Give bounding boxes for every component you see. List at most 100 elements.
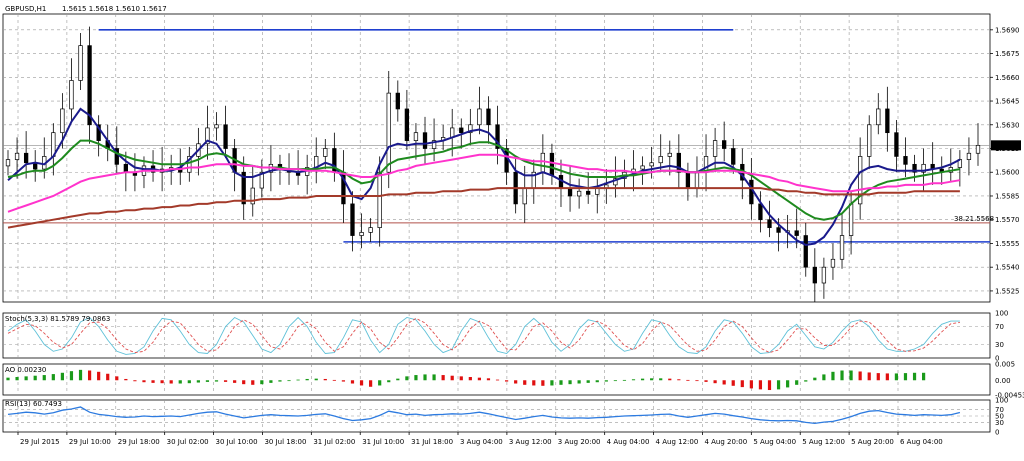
x-tick-label: 29 Jul 18:00 bbox=[118, 438, 160, 446]
ao-bar bbox=[677, 379, 681, 381]
candle-body bbox=[576, 190, 582, 197]
stoch-tick-label: 100 bbox=[995, 310, 1008, 318]
ao-bar bbox=[314, 378, 318, 381]
price-tick-label: 1.5570 bbox=[995, 216, 1020, 224]
candle-body bbox=[722, 140, 727, 149]
ao-bar bbox=[894, 373, 899, 381]
ao-bar bbox=[668, 378, 672, 381]
ao-bar bbox=[804, 380, 808, 382]
x-tick-label: 31 Jul 10:00 bbox=[362, 438, 404, 446]
candle-body bbox=[187, 156, 192, 173]
ao-bar bbox=[260, 380, 264, 385]
ao-bar bbox=[205, 380, 210, 382]
ao-bar bbox=[169, 380, 173, 384]
price-tick-label: 1.5525 bbox=[995, 287, 1020, 295]
ao-bar bbox=[595, 380, 599, 383]
ao-bar bbox=[640, 378, 645, 381]
ao-bar bbox=[15, 377, 19, 381]
price-tick-label: 1.5600 bbox=[995, 169, 1020, 177]
ao-bar bbox=[622, 379, 627, 381]
candle-body bbox=[214, 124, 219, 129]
candle-body bbox=[87, 45, 92, 126]
candle-body bbox=[522, 187, 527, 205]
candle-body bbox=[586, 190, 591, 195]
ao-bar bbox=[731, 380, 735, 386]
candle-body bbox=[776, 227, 781, 233]
candle-body bbox=[404, 108, 410, 141]
candle-body bbox=[903, 156, 908, 165]
ema-slow-line bbox=[7, 153, 961, 213]
ao-bar bbox=[296, 379, 300, 381]
ao-bar bbox=[486, 378, 491, 381]
x-tick-label: 30 Jul 18:00 bbox=[264, 438, 306, 446]
candle-body bbox=[5, 159, 11, 167]
x-tick-label: 6 Aug 04:00 bbox=[900, 438, 943, 446]
ao-bar bbox=[124, 378, 128, 381]
ao-bar bbox=[586, 380, 590, 383]
ao-bar bbox=[350, 380, 355, 384]
ao-bar bbox=[405, 376, 409, 381]
rsi-tick-label: 50 bbox=[995, 413, 1004, 421]
stoch-signal-line bbox=[7, 317, 960, 354]
ao-bar bbox=[396, 378, 400, 381]
candle-body bbox=[812, 266, 817, 284]
ao-bar bbox=[233, 380, 237, 383]
ao-bar bbox=[849, 370, 853, 381]
ao-panel bbox=[6, 369, 926, 391]
candle-body bbox=[885, 108, 890, 134]
ao-bar bbox=[33, 375, 37, 381]
ao-bar bbox=[795, 380, 799, 385]
ao-bar bbox=[858, 371, 862, 381]
candle-body bbox=[912, 163, 917, 173]
candle-body bbox=[549, 152, 555, 176]
ao-bar bbox=[378, 380, 382, 386]
ema-long-line bbox=[7, 187, 960, 229]
candle-body bbox=[114, 148, 119, 165]
x-tick-label: 3 Aug 12:00 bbox=[509, 438, 552, 446]
x-tick-label: 31 Jul 02:00 bbox=[313, 438, 355, 446]
ao-bar bbox=[51, 374, 55, 381]
ao-bar bbox=[269, 380, 273, 383]
ao-bar bbox=[631, 379, 636, 381]
candle-body bbox=[830, 258, 836, 268]
stoch-tick-label: 30 bbox=[995, 341, 1004, 349]
ao-bar bbox=[831, 371, 835, 381]
candle-body bbox=[767, 219, 772, 228]
ao-bar bbox=[223, 380, 228, 382]
price-tick-label: 1.5585 bbox=[995, 192, 1020, 200]
ao-bar bbox=[42, 375, 46, 381]
x-tick-label: 31 Jul 18:00 bbox=[411, 438, 453, 446]
ao-bar bbox=[142, 380, 146, 383]
candle-body bbox=[495, 124, 500, 149]
ao-bar bbox=[196, 380, 200, 383]
current-price-tag bbox=[991, 140, 1021, 151]
ao-bar bbox=[604, 380, 608, 382]
x-tick-label: 30 Jul 02:00 bbox=[167, 438, 209, 446]
candle-body bbox=[395, 92, 400, 110]
candle-body bbox=[567, 187, 573, 197]
ao-bar bbox=[713, 380, 717, 384]
ao-bar bbox=[559, 380, 563, 385]
ao-bar bbox=[767, 380, 772, 391]
ao-bar bbox=[387, 380, 391, 383]
x-tick-label: 29 Jul 10:00 bbox=[69, 438, 111, 446]
x-tick-label: 3 Aug 04:00 bbox=[460, 438, 503, 446]
ao-bar bbox=[577, 380, 581, 384]
price-frame bbox=[2, 13, 991, 303]
ao-bar bbox=[97, 371, 101, 381]
ao-bar bbox=[695, 380, 699, 382]
stoch-tick-label: 70 bbox=[995, 323, 1004, 331]
ao-bar bbox=[251, 380, 255, 385]
candle-body bbox=[368, 227, 373, 233]
ao-bar bbox=[813, 377, 817, 381]
rsi-tick-label: 70 bbox=[995, 406, 1004, 414]
candle-body bbox=[685, 171, 691, 189]
ao-bar bbox=[749, 380, 753, 389]
candle-body bbox=[876, 108, 881, 126]
ao-bar bbox=[432, 374, 436, 381]
ao-bar bbox=[106, 373, 110, 381]
ao-bar bbox=[87, 370, 92, 381]
ema-mid-line bbox=[7, 139, 961, 221]
ao-bar bbox=[323, 378, 327, 381]
